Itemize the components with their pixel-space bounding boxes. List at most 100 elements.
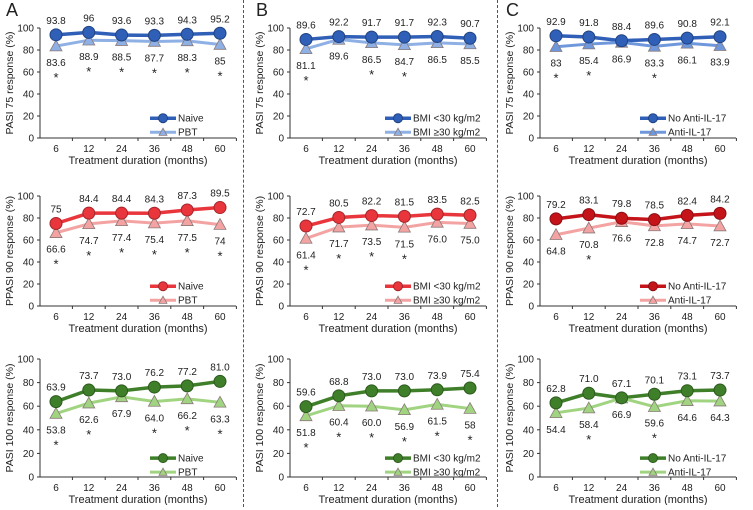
y-tick-label: 80 (523, 46, 535, 57)
panel-letter: B (256, 0, 268, 20)
data-label: 51.8 (296, 428, 316, 439)
y-tick-label: 0 (28, 134, 34, 145)
legend-triangle-marker (648, 467, 658, 476)
triangle-marker (397, 220, 412, 233)
circle-marker (213, 374, 227, 388)
significance-asterisk: * (86, 427, 91, 442)
data-label: 76.0 (427, 234, 447, 245)
y-tick-label: 20 (23, 112, 35, 123)
data-label: 66.9 (612, 410, 632, 421)
data-label: 79.2 (546, 200, 566, 211)
circle-marker (332, 389, 346, 403)
x-tick-label: 48 (432, 483, 444, 494)
data-label: 92.3 (427, 17, 447, 28)
data-label: 74.7 (677, 236, 697, 247)
circle-marker (82, 206, 96, 220)
legend-circle-marker (393, 281, 403, 292)
legend-circle-marker (158, 113, 168, 124)
significance-asterisk: * (185, 65, 190, 80)
y-tick-label: 60 (23, 68, 35, 79)
circle-marker (463, 208, 477, 222)
y-axis-label: PASI 75 response (%) (254, 31, 266, 134)
data-label: 64.6 (677, 413, 697, 424)
triangle-marker (713, 219, 727, 232)
y-tick-label: 100 (17, 24, 34, 35)
circle-marker (213, 26, 227, 40)
data-label: 92.9 (546, 17, 566, 28)
x-tick-label: 48 (682, 483, 694, 494)
series-line (305, 220, 471, 240)
data-label: 84.7 (395, 57, 415, 68)
legend-label: PBT (178, 128, 197, 139)
significance-asterisk: * (53, 257, 58, 272)
circle-marker (582, 386, 596, 400)
y-tick-label: 80 (23, 46, 35, 57)
circle-marker (180, 379, 194, 393)
data-label: 88.5 (112, 53, 132, 64)
triangle-marker (364, 399, 379, 412)
y-tick-label: 100 (267, 355, 284, 366)
triangle-marker (680, 217, 694, 230)
y-tick-label: 20 (523, 280, 535, 291)
data-label: 94.3 (177, 15, 197, 26)
triangle-marker (213, 37, 227, 50)
triangle-marker (49, 406, 63, 419)
data-label: 77.4 (112, 233, 132, 244)
x-tick-label: 6 (53, 312, 59, 323)
legend-label: Naive (178, 282, 204, 293)
significance-asterisk: * (217, 426, 222, 441)
x-tick-label: 60 (464, 483, 476, 494)
data-label: 66.2 (177, 411, 197, 422)
triangle-marker (332, 398, 346, 411)
circle-marker (615, 211, 629, 225)
data-label: 85.5 (460, 56, 480, 67)
data-label: 72.8 (645, 238, 665, 249)
circle-marker (213, 201, 227, 215)
data-label: 67.9 (112, 409, 132, 420)
legend-label: No Anti-IL-17 (668, 454, 727, 465)
y-tick-label: 100 (17, 355, 34, 366)
legend-label: PBT (178, 296, 197, 307)
legend-circle-marker (393, 113, 403, 124)
y-axis-label: PASI 100 response (%) (254, 364, 266, 473)
circle-marker (549, 212, 563, 226)
x-tick-label: 48 (682, 312, 694, 323)
legend-triangle-marker (648, 295, 658, 304)
triangle-marker (180, 392, 194, 405)
data-label: 82.5 (460, 196, 480, 207)
y-tick-label: 80 (273, 378, 285, 389)
significance-asterisk: * (303, 73, 308, 88)
data-label: 64.8 (546, 247, 566, 258)
significance-asterisk: * (119, 65, 124, 80)
triangle-marker (430, 215, 444, 228)
triangle-marker (213, 217, 227, 230)
x-tick-label: 6 (553, 483, 559, 494)
circle-marker (397, 384, 411, 398)
circle-marker (180, 27, 194, 41)
data-label: 61.4 (296, 250, 316, 261)
circle-marker (713, 383, 727, 397)
data-label: 85.4 (579, 56, 599, 67)
circle-marker (397, 30, 411, 44)
y-axis-label: PPASI 90 response (%) (254, 196, 266, 306)
circle-marker (549, 396, 563, 410)
y-tick-label: 20 (273, 112, 285, 123)
x-tick-label: 24 (116, 312, 128, 323)
data-label: 86.1 (677, 55, 697, 66)
data-label: 92.2 (329, 18, 349, 29)
chart-svg: 0 20 40 60 80 100 6 12 24 36 48 60 Treatment duratio… (504, 355, 737, 506)
significance-asterisk: * (553, 71, 558, 86)
y-tick-label: 20 (273, 280, 285, 291)
data-label: 83.5 (427, 195, 447, 206)
x-tick-label: 36 (399, 312, 411, 323)
data-label: 84.3 (145, 194, 165, 205)
y-axis-label: PASI 75 response (%) (504, 31, 516, 134)
triangle-marker (680, 393, 694, 406)
data-label: 74 (214, 237, 226, 248)
data-label: 91.7 (362, 18, 382, 29)
significance-asterisk: * (152, 247, 157, 262)
y-tick-label: 80 (273, 214, 285, 225)
circle-marker (430, 29, 444, 43)
y-tick-label: 60 (273, 236, 285, 247)
y-tick-label: 60 (273, 68, 285, 79)
